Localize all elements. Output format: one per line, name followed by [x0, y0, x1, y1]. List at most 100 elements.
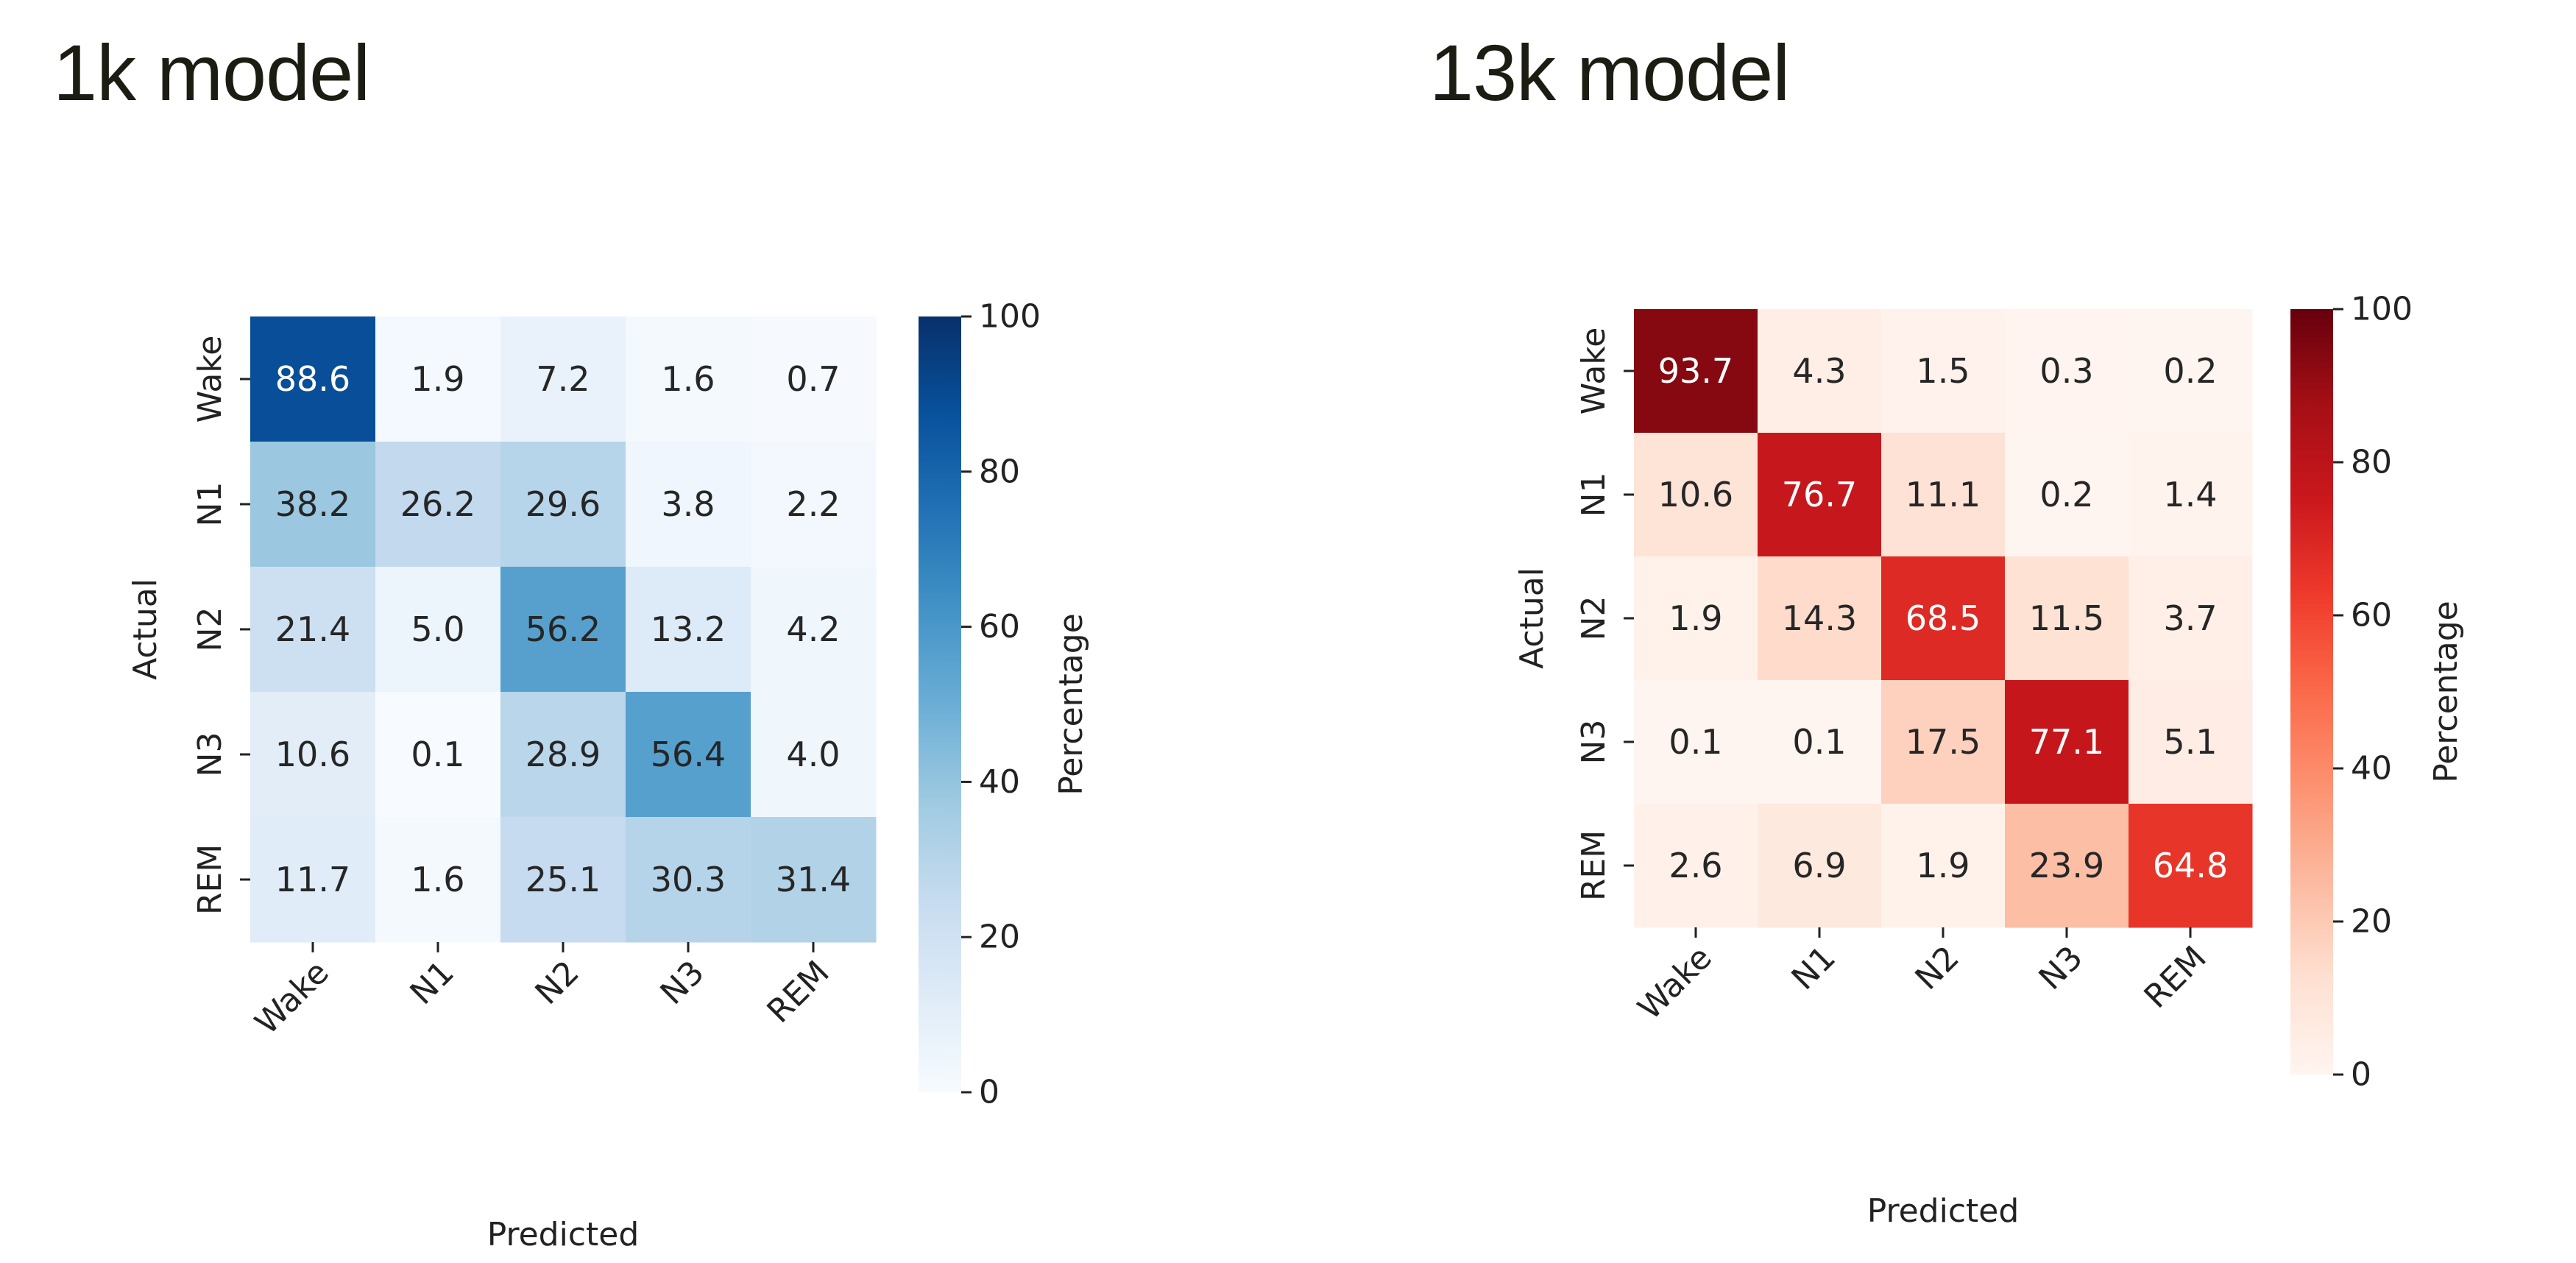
heatmap-cell: [250, 567, 376, 693]
cell-value-label: 0.1: [1792, 722, 1846, 762]
colorbar-tick-label: 40: [979, 763, 1020, 801]
heatmap-cell: [1758, 309, 1882, 434]
heatmap-cell: [1758, 804, 1882, 928]
panel-title-1k: 1k model: [53, 28, 370, 117]
cell-value-label: 0.1: [1669, 722, 1722, 762]
y-tick-label: N2: [191, 607, 229, 652]
x-axis-label: Predicted: [487, 1216, 640, 1253]
heatmap-cell: [1881, 804, 2006, 928]
y-tick-label: N1: [191, 482, 229, 527]
x-axis-label: Predicted: [1867, 1192, 2020, 1230]
colorbar-tick-label: 60: [2351, 597, 2392, 634]
x-tick-label: REM: [2137, 939, 2214, 1016]
heatmap-cell: [2129, 433, 2253, 557]
colorbar-tick-label: 80: [979, 453, 1020, 490]
x-tick-label: Wake: [1631, 939, 1719, 1027]
cell-value-label: 10.6: [275, 735, 350, 774]
y-axis-label: Actual: [1513, 567, 1551, 669]
heatmap-cell: [2129, 309, 2253, 434]
heatmap-cell: [1634, 804, 1758, 928]
heatmap-cell: [626, 817, 751, 943]
cell-value-label: 38.2: [275, 484, 350, 524]
cell-value-label: 11.7: [275, 860, 350, 899]
heatmap-cell: [1881, 433, 2006, 557]
heatmap-cell: [2005, 804, 2129, 928]
heatmap-cell: [2005, 680, 2129, 804]
heatmap-cell: [1634, 433, 1758, 557]
cell-value-label: 88.6: [275, 359, 350, 399]
heatmap-cell: [1634, 309, 1758, 434]
cell-value-label: 13.2: [651, 609, 726, 649]
x-tick-label: N2: [528, 954, 587, 1012]
cell-value-label: 11.1: [1906, 475, 1981, 514]
y-axis-label: Actual: [127, 579, 164, 680]
y-tick-label: Wake: [1575, 328, 1613, 415]
heatmap-cell: [375, 442, 501, 567]
heatmap-cell: [2005, 556, 2129, 681]
colorbar-tick-label: 100: [979, 298, 1041, 336]
x-tick-label: N1: [403, 954, 461, 1012]
cell-value-label: 77.1: [2029, 722, 2104, 762]
heatmap-0: 88.6 1.9 7.2 1.6 0.7 38.2 26.2 29.6 3.8 2.2 21.4 5.…: [127, 298, 1090, 1254]
x-tick-label: N3: [654, 954, 712, 1012]
cell-value-label: 4.0: [786, 735, 840, 774]
cell-value-label: 26.2: [400, 484, 475, 524]
heatmap-cell: [2129, 680, 2253, 804]
colorbar-label: Percentage: [1052, 613, 1090, 796]
cell-value-label: 76.7: [1782, 475, 1857, 514]
cell-value-label: 3.8: [661, 484, 715, 524]
y-tick-label: REM: [1575, 830, 1613, 901]
cell-value-label: 5.1: [2163, 722, 2217, 762]
cell-value-label: 21.4: [275, 609, 350, 649]
cell-value-label: 30.3: [651, 860, 726, 899]
heatmap-cell: [375, 316, 501, 442]
heatmap-cell: [1758, 680, 1882, 804]
colorbar: [919, 316, 961, 1092]
heatmap-cell: [250, 817, 376, 943]
cell-value-label: 1.6: [661, 359, 715, 399]
y-tick-label: N3: [191, 732, 229, 777]
cell-value-label: 68.5: [1906, 598, 1981, 638]
cell-value-label: 1.9: [1669, 598, 1722, 638]
cell-value-label: 0.2: [2039, 475, 2093, 514]
colorbar-tick-label: 20: [2351, 903, 2392, 941]
heatmap-cell: [751, 817, 877, 943]
cell-value-label: 1.4: [2163, 475, 2217, 514]
heatmap-cell: [1634, 556, 1758, 681]
cell-value-label: 4.2: [786, 609, 840, 649]
cell-value-label: 0.7: [786, 359, 840, 399]
colorbar-tick-label: 40: [2351, 750, 2392, 788]
colorbar-label: Percentage: [2427, 601, 2465, 783]
cell-value-label: 1.5: [1916, 351, 1970, 391]
heatmap-cell: [500, 442, 626, 567]
heatmap-cell: [1881, 556, 2006, 681]
colorbar-tick-label: 60: [979, 608, 1020, 645]
cell-value-label: 2.6: [1669, 846, 1722, 885]
cell-value-label: 0.1: [411, 735, 464, 774]
cell-value-label: 1.9: [411, 359, 464, 399]
cell-value-label: 14.3: [1782, 598, 1857, 638]
y-tick-label: Wake: [191, 336, 229, 423]
cell-value-label: 1.6: [411, 860, 464, 899]
x-tick-label: Wake: [248, 954, 336, 1042]
cell-value-label: 0.3: [2039, 351, 2093, 391]
cell-value-label: 7.2: [536, 359, 590, 399]
colorbar-tick-label: 100: [2351, 291, 2413, 328]
x-tick-label: N3: [2032, 939, 2090, 997]
cell-value-label: 3.7: [2163, 598, 2217, 638]
cell-value-label: 23.9: [2029, 846, 2104, 885]
cell-value-label: 11.5: [2029, 598, 2104, 638]
cell-value-label: 6.9: [1792, 846, 1846, 885]
cell-value-label: 10.6: [1658, 475, 1733, 514]
y-tick-label: N1: [1575, 473, 1613, 517]
y-tick-label: N2: [1575, 596, 1613, 641]
cell-value-label: 56.2: [526, 609, 601, 649]
panel-title-13k: 13k model: [1429, 28, 1790, 117]
cell-value-label: 0.2: [2163, 351, 2217, 391]
cell-value-label: 28.9: [526, 735, 601, 774]
heatmap-cell: [250, 442, 376, 567]
heatmap-1: 93.7 4.3 1.5 0.3 0.2 10.6 76.7 11.1 0.2 1.4 1.9 14.…: [1513, 291, 2465, 1231]
heatmap-cell: [500, 316, 626, 442]
heatmap-cell: [626, 692, 751, 818]
